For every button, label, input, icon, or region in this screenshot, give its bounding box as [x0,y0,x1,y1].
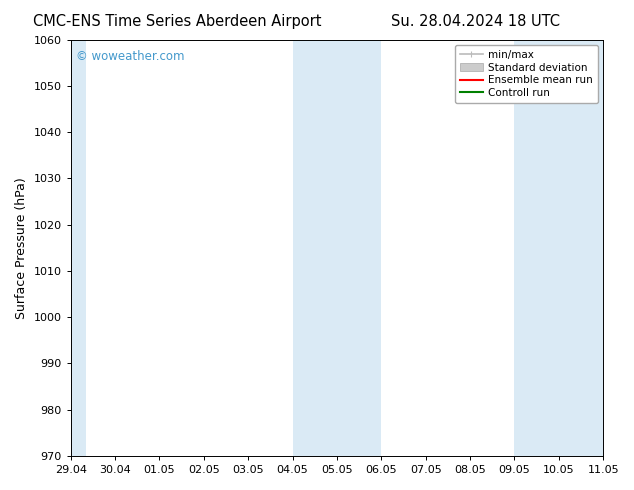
Bar [292,40,314,456]
Text: Su. 28.04.2024 18 UTC: Su. 28.04.2024 18 UTC [391,14,560,29]
Legend: min/max, Standard deviation, Ensemble mean run, Controll run: min/max, Standard deviation, Ensemble me… [455,45,598,103]
Text: CMC-ENS Time Series Aberdeen Airport: CMC-ENS Time Series Aberdeen Airport [33,14,322,29]
Bar [68,40,86,456]
Y-axis label: Surface Pressure (hPa): Surface Pressure (hPa) [15,177,28,318]
Text: © woweather.com: © woweather.com [76,50,184,63]
Bar [314,40,381,456]
Bar [536,40,607,456]
Bar [514,40,536,456]
